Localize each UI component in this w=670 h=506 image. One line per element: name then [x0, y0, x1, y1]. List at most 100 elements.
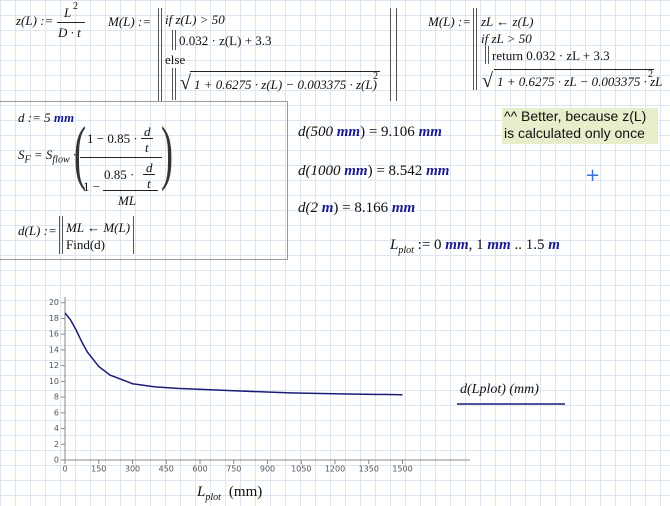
math: 2 [373, 71, 378, 82]
program-bar [172, 68, 173, 100]
unit: m [548, 237, 560, 253]
math: zL ← z(L) [481, 14, 534, 29]
math: 0.85 · [104, 167, 135, 182]
x-tick-label: 1500 [392, 465, 412, 474]
math: d := 5 mm [18, 111, 74, 124]
math: 0.032 · z(L) + 3.3 [179, 33, 272, 48]
math: M(L) := [428, 14, 472, 29]
x-tick-label: 300 [125, 465, 140, 474]
program-bar [390, 8, 391, 101]
math: M(L) := [108, 14, 152, 29]
math: ) = 8.542 [367, 163, 427, 179]
math: , 1 [468, 237, 488, 253]
x-tick-label: 750 [226, 465, 241, 474]
unit: mm [336, 124, 361, 140]
range-def: Lplot := 0 mm, 1 mm .. 1.5 m [390, 238, 560, 256]
unit: (mm) [228, 484, 263, 500]
x-tick-label: 900 [260, 465, 275, 474]
math: return 0.032 · zL + 3.3 [492, 48, 610, 63]
math: := 0 [413, 237, 446, 253]
math: .. 1.5 [510, 237, 549, 253]
program-bar [158, 8, 159, 101]
y-tick-label: 18 [49, 314, 59, 323]
program-bar [175, 68, 176, 100]
y-tick-label: 8 [54, 393, 59, 402]
math: 1 − [83, 179, 101, 194]
y-tick-label: 20 [49, 298, 59, 307]
math: L [390, 237, 399, 253]
sqrt-sign: √ [180, 72, 191, 94]
y-tick-label: 6 [54, 408, 59, 417]
math: 2 [648, 69, 653, 80]
math: d(L) := [18, 223, 57, 238]
x-axis-label: Lplot (mm) [197, 485, 262, 503]
program-bar [476, 8, 477, 90]
unit: mm [418, 124, 442, 140]
y-tick-label: 14 [49, 345, 59, 354]
unit: mm [445, 237, 469, 253]
unit: m [321, 200, 334, 216]
math: if zL > 50 [481, 31, 532, 46]
math: ) = 8.166 [333, 200, 392, 216]
program-bar [488, 46, 489, 64]
program-bar [172, 30, 173, 50]
math: SF = Sflow · [18, 148, 76, 166]
y-tick-label: 16 [49, 330, 59, 339]
y-tick-label: 12 [49, 361, 59, 370]
math: t [145, 140, 149, 155]
x-tick-label: 0 [62, 465, 67, 474]
x-tick-label: 1350 [359, 465, 379, 474]
result: d(500 mm) = 9.106 mm [298, 125, 442, 140]
math: · [69, 147, 77, 162]
x-tick-label: 600 [192, 465, 207, 474]
program-bar [133, 216, 134, 254]
math: L [197, 484, 206, 500]
math: plot [205, 492, 221, 503]
math: ML [118, 193, 137, 208]
cursor: + [585, 165, 601, 186]
result: d(1000 mm) = 8.542 mm [298, 164, 449, 179]
fraction-line [57, 22, 85, 23]
math: d(500 [298, 124, 337, 140]
math: t [147, 176, 151, 191]
math: 1 − 0.85 · [87, 131, 138, 146]
math: d(1000 [298, 163, 345, 179]
math: plot [398, 245, 414, 256]
fraction-line [80, 157, 162, 158]
math: D · t [58, 25, 81, 40]
math: 1 + 0.6275 · z(L) − 0.003375 · z(L) [194, 77, 377, 92]
unit: mm [344, 163, 368, 179]
x-tick-label: 150 [91, 465, 106, 474]
fraction-line [103, 190, 158, 191]
y-tick-label: 4 [54, 424, 59, 433]
legend-label: d(Lplot) (mm) [460, 382, 539, 397]
math: d [144, 124, 151, 139]
math: 2 [73, 1, 78, 12]
math: d(2 [298, 200, 322, 216]
math: ML ← M(L) [66, 220, 131, 235]
x-tick-label: 1050 [291, 465, 311, 474]
fraction-line [143, 174, 155, 175]
math: else [165, 52, 186, 67]
program-bar [473, 8, 474, 90]
math: ) = 9.106 [360, 124, 419, 140]
math: Find(d) [66, 237, 105, 252]
x-tick-label: 450 [159, 465, 174, 474]
unit: mm [53, 110, 75, 125]
unit: mm [426, 163, 450, 179]
math: if z(L) > 50 [165, 12, 225, 27]
result: d(2 m) = 8.166 mm [298, 201, 415, 216]
note-line: ^^ Better, because z(L) [504, 108, 647, 124]
program-bar [175, 30, 176, 50]
program-bar [485, 46, 486, 64]
y-tick-label: 0 [54, 456, 59, 465]
unit: mm [391, 200, 416, 216]
solve-block [0, 101, 288, 260]
program-bar [62, 216, 63, 254]
math: = S [30, 147, 53, 162]
sqrt-sign: √ [482, 70, 493, 92]
y-tick-label: 2 [54, 440, 59, 449]
paren: ( [73, 112, 86, 192]
